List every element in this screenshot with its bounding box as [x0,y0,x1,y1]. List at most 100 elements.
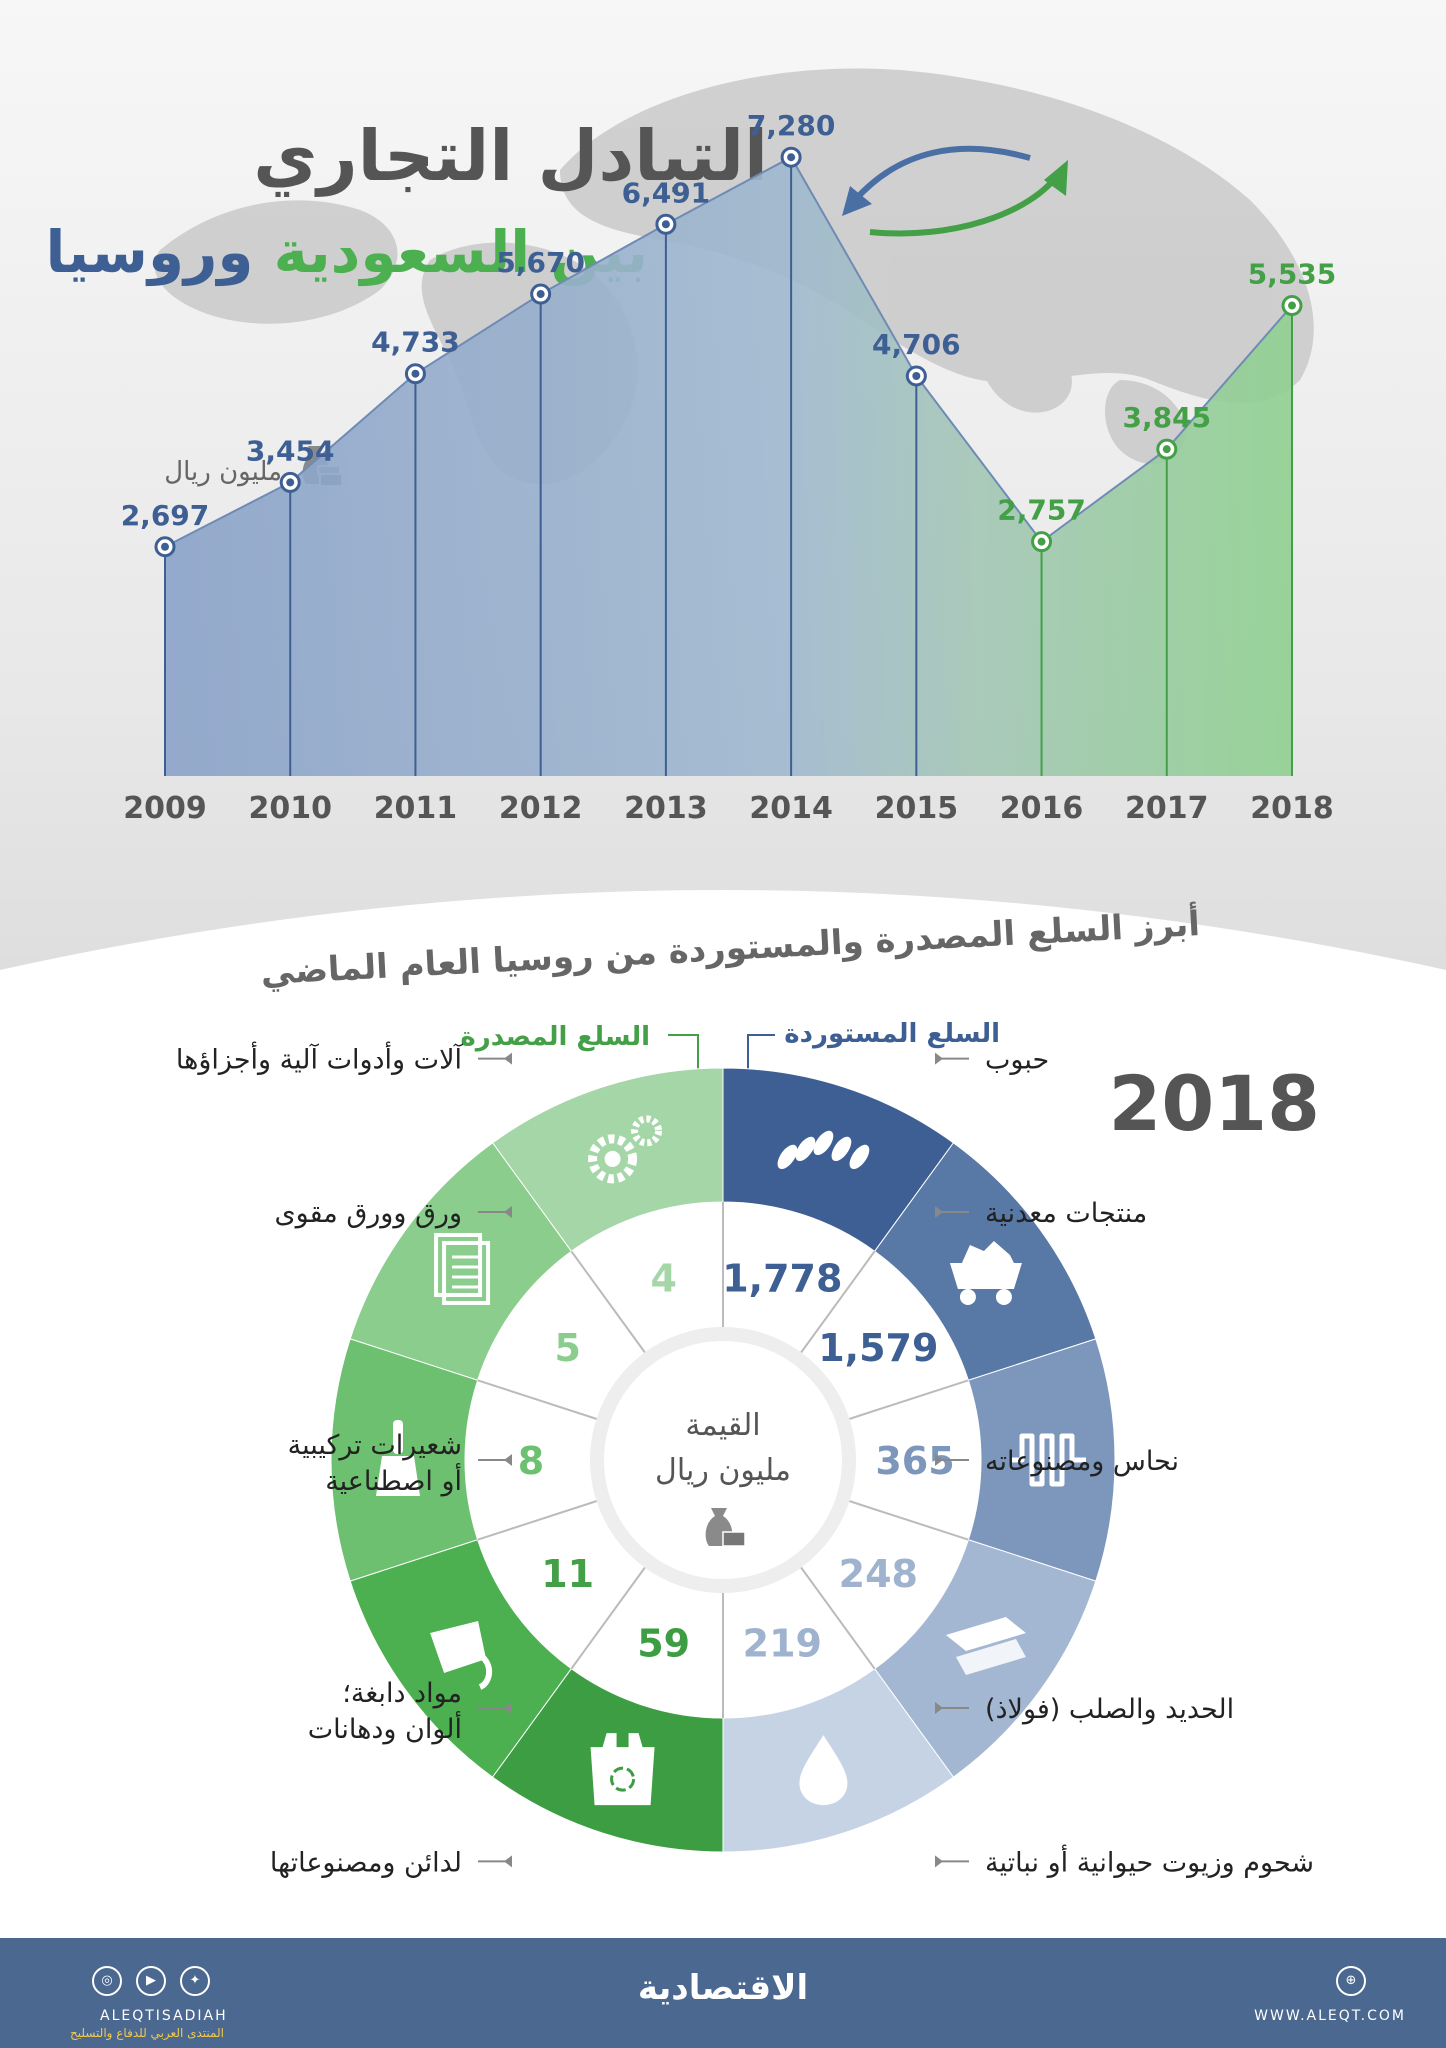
label-arrowhead [504,1454,512,1466]
x-tick-label: 2013 [624,791,708,826]
data-point-core [912,371,921,380]
paper-icon [434,1232,491,1305]
segment-value: 8 [518,1439,544,1483]
paint-bucket-icon [430,1621,493,1690]
data-label: 3,845 [1122,401,1211,434]
year-label: 2018 [1108,1059,1320,1148]
x-tick-label: 2015 [875,791,959,826]
twitter-icon[interactable]: ✦ [180,1966,210,1996]
unit-label: مليون ريال [164,457,282,487]
center-disc [604,1341,842,1579]
x-tick-label: 2009 [123,791,207,826]
data-label: 2,757 [997,494,1086,527]
exchange-arrows-icon [842,145,1068,237]
segment-value: 1,579 [818,1326,938,1370]
x-tick-label: 2017 [1125,791,1209,826]
data-point-core [161,542,169,551]
segment-value: 219 [743,1622,822,1666]
segment-value: 11 [541,1552,594,1596]
segment-label: نحاس ومصنوعاته [985,1446,1179,1477]
data-label: 5,670 [496,246,585,279]
data-point-core [787,153,796,162]
label-arrowhead [504,1855,512,1868]
data-label: 3,454 [246,434,335,467]
label-arrowhead [935,1702,943,1715]
center-label-line1: القيمة [685,1408,760,1443]
x-tick-label: 2012 [499,791,583,826]
data-point-core [661,220,670,229]
data-label: 6,491 [622,176,711,209]
data-point-core [1288,301,1296,310]
data-point-core [286,478,295,487]
footer-logo: الاقتصادية [637,1968,809,2008]
segment-value: 4 [650,1256,676,1300]
copper-coil-icon [1010,1433,1086,1487]
data-label: 2,697 [121,499,210,532]
segment-value: 248 [839,1552,918,1596]
label-arrowhead [935,1205,943,1218]
data-point-core [411,369,420,378]
segment-value: 59 [637,1622,690,1666]
footer-watermark: المنتدى العربي للدفاع والتسليح [70,2026,224,2040]
segment-label-line1: مواد دابغة؛ [342,1678,462,1709]
segment-label-line1: شعيرات تركيبية [288,1430,462,1461]
brush-icon [376,1420,420,1496]
divider-line [477,1379,605,1423]
center-label-line2: مليون ريال [655,1453,791,1488]
footer: الاقتصادية WWW.ALEQT.COM ALEQTISADIAH ال… [0,1938,1446,2048]
data-label: 5,535 [1248,258,1337,291]
imports-header: السلع المستوردة [784,1019,1000,1049]
segment-label: حبوب [985,1045,1049,1076]
footer-handle[interactable]: ALEQTISADIAH [100,2008,228,2024]
plastic-bag-icon [590,1733,655,1806]
steel-beam-icon [945,1617,1026,1676]
segment-value: 5 [554,1326,580,1370]
segment-label: لدائن ومصنوعاتها [270,1847,462,1878]
oil-drop-icon [799,1735,848,1806]
mine-cart-icon [949,1240,1022,1305]
data-point-core [1037,537,1046,546]
label-arrowhead [935,1052,943,1065]
x-tick-label: 2016 [1000,791,1084,826]
segment-label: شحوم وزيوت حيوانية أو نباتية [985,1843,1314,1878]
label-arrowhead [504,1702,512,1715]
segment-label: آلات وأدوات آلية وأجزاؤها [176,1041,464,1076]
area-chart: 2,697 2009 3,454 2010 4,733 2011 5,670 2012 6,49… [121,109,1337,826]
youtube-icon[interactable]: ▶ [136,1966,166,1996]
segment-value: 1,778 [722,1256,842,1300]
gears-icon [588,1115,663,1184]
segment-label-line2: أو اصطناعية [325,1462,462,1497]
exports-header: السلع المصدرة [460,1022,650,1052]
area-line [164,155,1293,548]
title-line2-blue: وروسيا [45,218,253,287]
segment-label-line2: ألوان ودهانات [308,1710,462,1745]
data-point-core [1162,445,1171,454]
segment-label: الحديد والصلب (فولاذ) [985,1694,1234,1725]
infographic-canvas: التبادل التجاري بين السعودية وروسيا مليو… [45,68,1337,1879]
label-arrowhead [504,1052,512,1065]
data-label: 7,280 [747,109,836,142]
money-bag-icon [705,1508,746,1547]
label-arrowhead [504,1205,512,1218]
x-tick-label: 2011 [374,791,458,826]
data-label: 4,733 [371,326,460,359]
segment-label: منتجات معدنية [985,1198,1147,1229]
divider-line [477,1497,605,1541]
x-tick-label: 2018 [1250,791,1334,826]
divider-line [841,1379,969,1423]
divider-line [795,1560,876,1670]
title-line2: بين السعودية وروسيا [45,218,648,287]
area-fill [165,157,1292,776]
instagram-icon[interactable]: ◎ [92,1966,122,1996]
divider-line [795,1250,876,1360]
x-tick-label: 2014 [749,791,833,826]
web-icon[interactable]: ⊕ [1336,1966,1366,1996]
grain-icon [777,1130,870,1170]
divider-line [841,1497,969,1541]
title-line1: التبادل التجاري [253,115,768,197]
footer-url[interactable]: WWW.ALEQT.COM [1254,2008,1406,2024]
x-tick-label: 2010 [248,791,332,826]
label-arrowhead [935,1855,943,1868]
segment-label: ورق وورق مقوى [275,1198,462,1229]
